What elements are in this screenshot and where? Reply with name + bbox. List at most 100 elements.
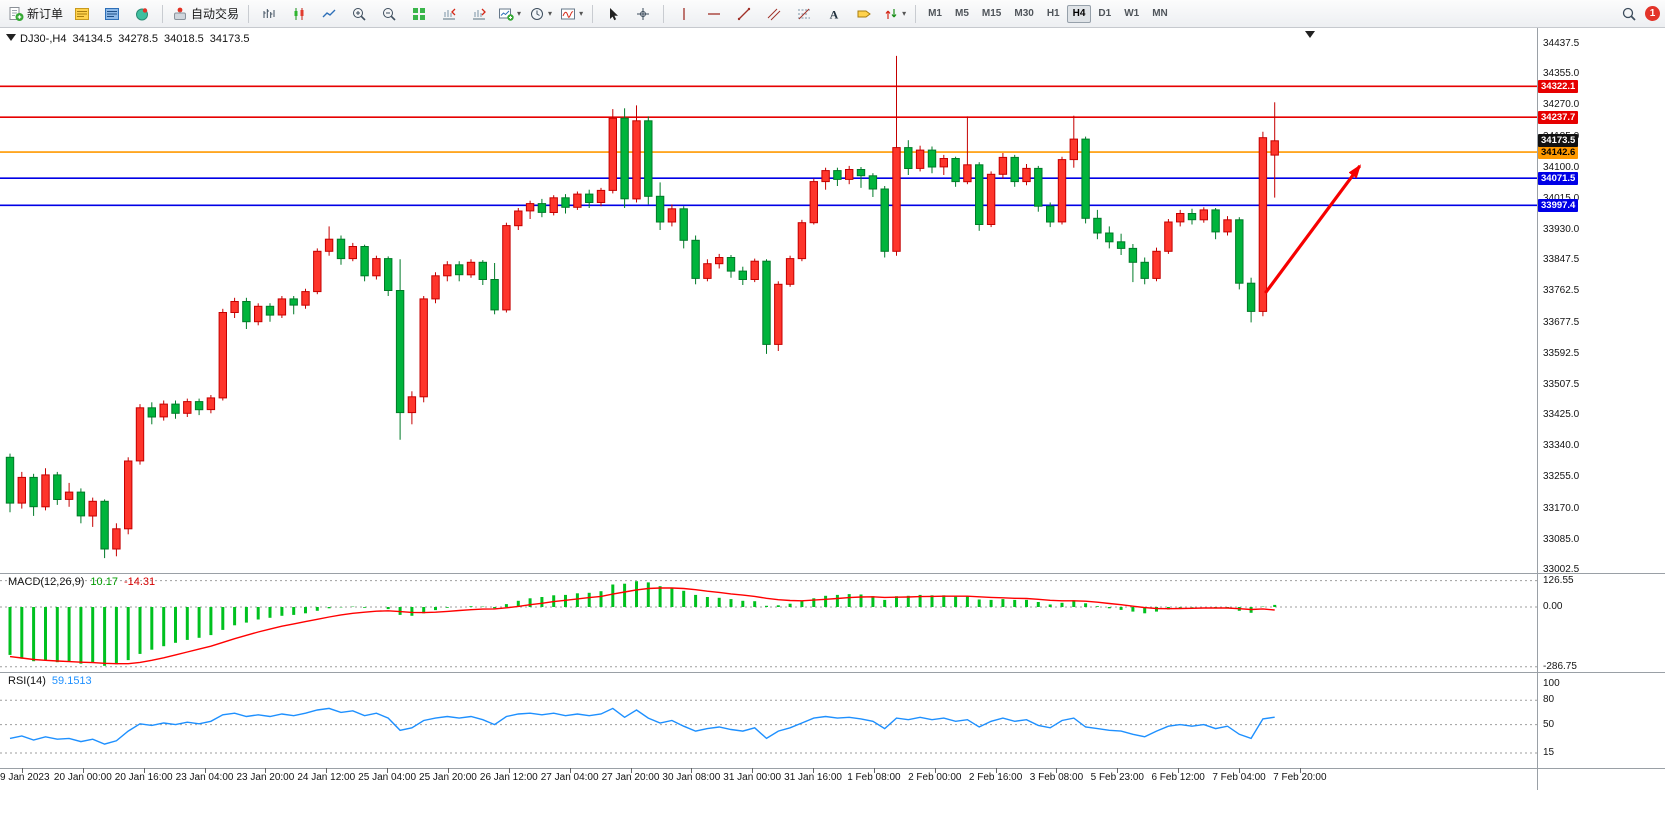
market-watch-button[interactable]: [68, 3, 96, 25]
tile-windows-button[interactable]: [405, 3, 433, 25]
timeframe-group: M1 M5 M15 M30 H1 H4 D1 W1 MN: [922, 4, 1174, 23]
timeframe-button-m1[interactable]: M1: [928, 7, 942, 19]
time-axis-label: 19 Jan 2023: [0, 772, 50, 783]
price-axis-label: 33425.0: [1543, 409, 1580, 421]
price-axis-label: 34270.0: [1543, 99, 1580, 111]
arrows-tool-button[interactable]: ▾: [880, 3, 909, 25]
search-icon: [1622, 7, 1636, 21]
time-axis-label: 24 Jan 12:00: [297, 772, 356, 783]
chevron-down-icon: ▾: [902, 8, 907, 18]
price-chart-canvas[interactable]: [0, 28, 1537, 573]
new-chart-button[interactable]: ▾: [495, 3, 524, 25]
timeframe-button-w1[interactable]: W1: [1124, 7, 1140, 19]
vertical-line-icon: [683, 7, 685, 20]
panel-separator[interactable]: [0, 573, 1665, 574]
fibonacci-tool-button[interactable]: [790, 3, 818, 25]
horizontal-line-icon: [708, 12, 721, 15]
algo-trading-button[interactable]: 自动交易: [169, 3, 242, 25]
toolbar-separator: [915, 4, 917, 23]
timeframe-button-mn[interactable]: MN: [1152, 7, 1168, 19]
rsi-label: RSI(14): [8, 675, 46, 687]
panel-separator[interactable]: [0, 672, 1665, 673]
timeframe-button-h1[interactable]: H1: [1046, 7, 1060, 19]
line-chart-mode-button[interactable]: [315, 3, 343, 25]
chart-scroll-marker-icon[interactable]: [1305, 31, 1315, 38]
price-axis-label: 33507.5: [1543, 378, 1580, 390]
main-toolbar: 新订单 自动交易 ▾ ▾ ▾ A ▾ M1 M: [0, 0, 1665, 28]
time-axis-label: 6 Feb 12:00: [1151, 772, 1205, 783]
auto-scroll-button[interactable]: [465, 3, 493, 25]
toolbar-separator: [592, 4, 594, 23]
one-click-trading-toggle-icon[interactable]: [6, 34, 16, 41]
chart-shift-button[interactable]: [435, 3, 463, 25]
horizontal-line-tool-button[interactable]: [700, 3, 728, 25]
rsi-panel-header: RSI(14) 59.1513: [8, 675, 92, 687]
vertical-line-tool-button[interactable]: [670, 3, 698, 25]
time-axis-label: 20 Jan 00:00: [53, 772, 112, 783]
data-window-button[interactable]: [98, 3, 126, 25]
candle-chart-mode-button[interactable]: [285, 3, 313, 25]
price-axis-label: 33677.5: [1543, 316, 1580, 328]
macd-label: MACD(12,26,9): [8, 576, 85, 588]
time-axis-label: 20 Jan 16:00: [114, 772, 173, 783]
zoom-out-button[interactable]: [375, 3, 403, 25]
macd-indicator-canvas[interactable]: [0, 573, 1537, 672]
text-icon: A: [830, 7, 839, 21]
timeframe-button-d1[interactable]: D1: [1098, 7, 1112, 19]
new-chart-icon: [499, 8, 514, 21]
label-tool-button[interactable]: [850, 3, 878, 25]
chevron-down-icon: ▾: [579, 8, 584, 18]
chart-ohlc-header: DJ30-,H4 34134.5 34278.5 34018.5 34173.5: [20, 33, 250, 45]
search-button[interactable]: [1615, 3, 1643, 25]
indicators-button[interactable]: ▾: [557, 3, 586, 25]
macd-axis-label: 126.55: [1543, 574, 1574, 586]
chevron-down-icon: ▾: [517, 8, 522, 18]
period-button[interactable]: ▾: [526, 3, 555, 25]
timeframe-button-h4[interactable]: H4: [1066, 4, 1092, 23]
macd-axis-label: -286.75: [1543, 660, 1577, 672]
timeframe-button-m5[interactable]: M5: [955, 7, 969, 19]
rsi-axis-label: 80: [1543, 694, 1555, 706]
price-axis-label: 34015.0: [1543, 193, 1579, 204]
time-axis-tick: [508, 768, 510, 773]
cursor-icon: [610, 7, 619, 20]
price-axis-label: 33085.0: [1543, 533, 1580, 545]
time-axis-tick: [630, 768, 632, 773]
navigator-button[interactable]: [128, 3, 156, 25]
price-axis-label: 33592.5: [1543, 347, 1580, 359]
time-axis-label: 25 Jan 20:00: [419, 772, 477, 783]
time-axis-label: 3 Feb 08:00: [1029, 772, 1084, 783]
macd-panel-header: MACD(12,26,9) 10.17 -14.31: [8, 576, 155, 588]
zoom-out-icon: [383, 7, 396, 21]
toolbar-separator: [162, 4, 164, 23]
time-axis-label: 5 Feb 23:00: [1090, 772, 1144, 783]
notification-badge[interactable]: 1: [1645, 6, 1660, 21]
time-axis-tick: [387, 768, 389, 773]
new-order-button[interactable]: 新订单: [5, 3, 66, 25]
label-icon: [857, 10, 871, 17]
algo-trading-icon: [174, 7, 187, 20]
trendline-tool-button[interactable]: [730, 3, 758, 25]
text-tool-button[interactable]: A: [820, 3, 848, 25]
bar-chart-mode-button[interactable]: [255, 3, 283, 25]
price-tag: 34173.5: [1538, 134, 1579, 148]
time-axis-tick: [1299, 768, 1301, 773]
zoom-in-button[interactable]: [345, 3, 373, 25]
timeframe-button-m30[interactable]: M30: [1014, 7, 1034, 19]
rsi-indicator-canvas[interactable]: [0, 672, 1537, 768]
price-axis-label: 33255.0: [1543, 471, 1580, 483]
price-axis-label: 33170.0: [1543, 502, 1580, 514]
macd-signal-value: -14.31: [123, 576, 156, 588]
market-watch-icon: [75, 7, 90, 20]
price-scale-separator[interactable]: [1537, 28, 1538, 790]
time-axis-tick: [691, 768, 693, 773]
time-axis-label: 1 Feb 08:00: [847, 772, 901, 783]
crosshair-tool-button[interactable]: [629, 3, 657, 25]
macd-main-value: 10.17: [90, 576, 118, 588]
cursor-tool-button[interactable]: [599, 3, 627, 25]
time-axis-tick: [934, 768, 936, 773]
timeframe-button-m15[interactable]: M15: [981, 7, 1002, 19]
time-axis-tick: [22, 768, 23, 773]
channel-tool-button[interactable]: [760, 3, 788, 25]
price-axis-label: 34100.0: [1543, 161, 1580, 173]
